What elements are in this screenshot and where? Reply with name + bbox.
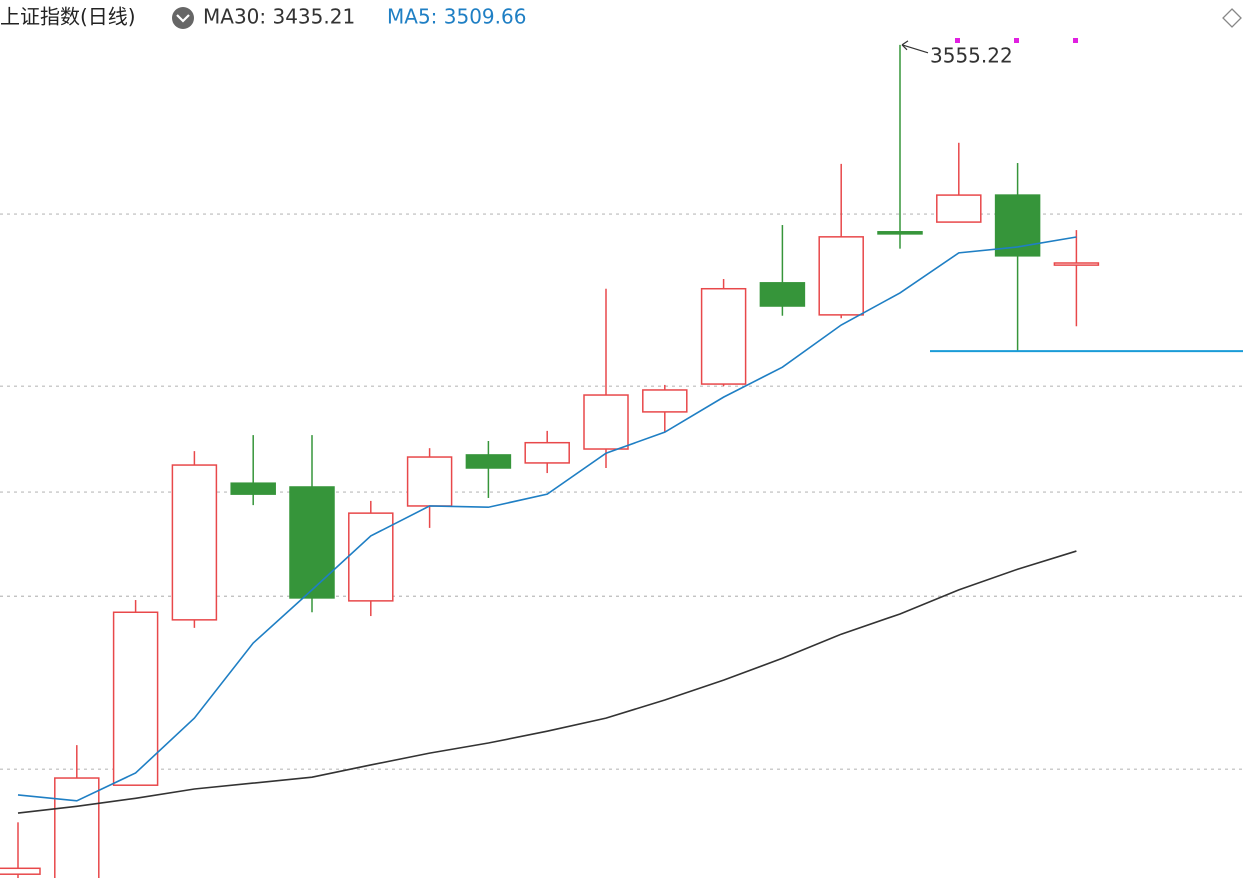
signal-markers	[955, 38, 1078, 43]
candle-body	[759, 282, 806, 307]
legend-ma30: MA30: 3435.21	[203, 5, 355, 29]
candle-body	[936, 194, 982, 223]
ma-line	[17, 550, 1077, 814]
candle-body	[818, 236, 864, 316]
settings-diamond[interactable]	[1222, 8, 1242, 28]
plot-area: 3555.22	[0, 40, 1243, 878]
legend-ma5: MA5: 3509.66	[387, 5, 526, 29]
candle-body	[877, 231, 923, 235]
candle-body	[289, 486, 335, 599]
candle-body	[0, 867, 41, 875]
candle-body	[1053, 262, 1100, 266]
signal-marker	[1073, 38, 1078, 43]
ma-line	[17, 236, 1077, 802]
candle-body	[171, 464, 218, 621]
candle-body	[524, 441, 570, 464]
candle-body	[112, 611, 159, 786]
candle-body	[994, 194, 1041, 257]
high-label: 3555.22	[930, 43, 1013, 67]
dropdown-chevron	[176, 14, 190, 23]
candle-body	[700, 287, 747, 385]
chart-title: 上证指数(日线)	[0, 5, 136, 29]
signal-marker	[1014, 38, 1019, 43]
annotation-arrow	[901, 40, 929, 54]
signal-marker	[955, 38, 960, 43]
dropdown-icon[interactable]	[172, 7, 194, 29]
candle-body	[465, 454, 512, 469]
candle-body	[406, 456, 453, 507]
header: 上证指数(日线) MA30: 3435.21 MA5: 3509.66	[0, 5, 1242, 29]
candle-body	[230, 482, 276, 495]
candle-body	[348, 512, 394, 602]
candle-body	[583, 394, 629, 450]
candle-body	[642, 389, 688, 413]
